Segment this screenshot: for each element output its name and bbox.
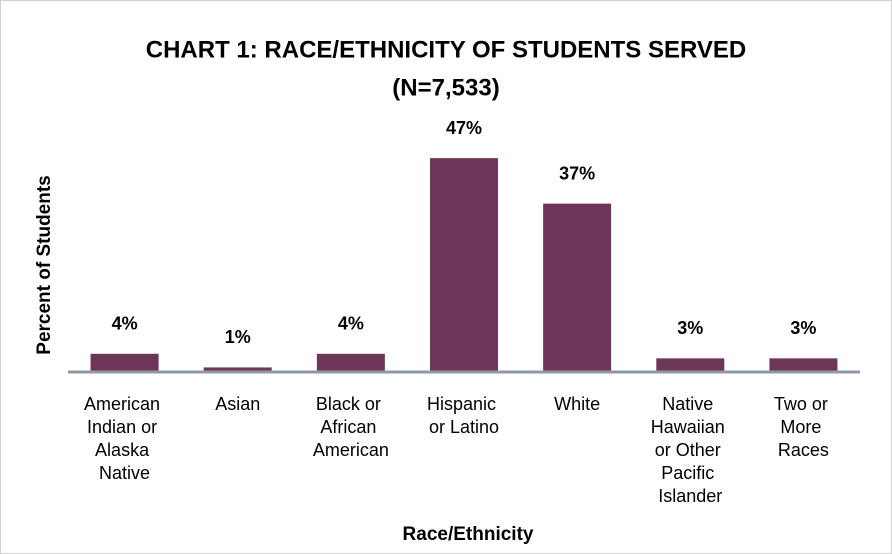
x-tick-label: Native Hawaiian or Other Pacific Islande… [651, 394, 730, 506]
x-tick-label: Black or African American [313, 394, 389, 460]
bar [203, 367, 272, 372]
value-label: 4% [338, 314, 364, 334]
value-label: 3% [790, 318, 816, 338]
bar [656, 358, 725, 372]
bar [769, 358, 838, 372]
bar [90, 353, 159, 372]
value-label: 37% [559, 163, 595, 183]
x-axis-title: Race/Ethnicity [403, 524, 534, 545]
value-label: 3% [677, 318, 703, 338]
bar [543, 203, 612, 372]
x-tick-label: Asian [215, 394, 260, 414]
chart-title: CHART 1: RACE/ETHNICITY OF STUDENTS SERV… [146, 36, 747, 63]
x-tick-label: Hispanic or Latino [427, 394, 501, 437]
x-tick-label: American Indian or Alaska Native [84, 394, 165, 483]
value-label: 1% [225, 327, 251, 347]
value-label: 47% [446, 118, 482, 138]
y-axis-title: Percent of Students [34, 175, 55, 354]
bar [316, 353, 385, 372]
chart-subtitle: (N=7,533) [392, 74, 499, 101]
x-tick-label: Two or More Races [774, 394, 833, 460]
x-tick-label: White [554, 394, 600, 414]
value-label: 4% [112, 314, 138, 334]
bar [430, 158, 498, 372]
